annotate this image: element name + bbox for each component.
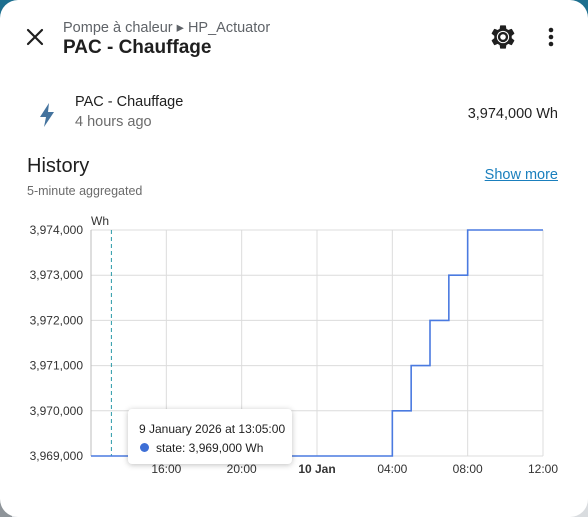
more-options-button[interactable] [538,23,564,51]
history-chart[interactable]: 3,969,000 3,970,000 3,971,000 3,972,000 3,97… [0,205,588,517]
y-tick-label: 3,972,000 [30,313,84,327]
settings-button[interactable] [489,23,517,51]
series-line [91,229,543,457]
y-axis-unit-label: Wh [91,214,109,228]
history-title: History [27,155,90,177]
y-tick-label: 3,970,000 [30,404,84,418]
lightning-bolt-icon [35,102,59,128]
entity-state-value: 3,974,000 Wh [467,106,558,122]
history-subtitle: 5-minute aggregated [27,184,143,198]
tooltip-series-dot [140,443,149,452]
y-tick-label: 3,974,000 [30,223,84,237]
show-more-link[interactable]: Show more [484,167,558,183]
y-tick-label: 3,973,000 [30,268,84,282]
entity-name: PAC - Chauffage [75,94,184,110]
chart-tooltip: 9 January 2026 at 13:05:00 state: 3,969,… [128,409,292,464]
x-tick-label: 20:00 [227,462,257,476]
x-tick-label: 04:00 [377,462,407,476]
x-tick-label: 08:00 [453,462,483,476]
y-tick-label: 3,971,000 [30,359,84,373]
x-tick-label: 10 Jan [298,462,335,476]
more-vertical-icon [548,27,554,47]
tooltip-value: state: 3,969,000 Wh [156,441,264,455]
x-tick-label: 16:00 [151,462,181,476]
x-tick-label: 12:00 [528,462,558,476]
close-icon [26,28,44,46]
dialog-title: PAC - Chauffage [63,37,212,58]
y-tick-label: 3,969,000 [30,449,84,463]
gear-icon [491,25,515,49]
tooltip-title: 9 January 2026 at 13:05:00 [139,422,286,436]
close-button[interactable] [20,22,50,52]
entity-last-changed: 4 hours ago [75,114,152,130]
breadcrumb: Pompe à chaleur ▸ HP_Actuator [63,20,271,36]
